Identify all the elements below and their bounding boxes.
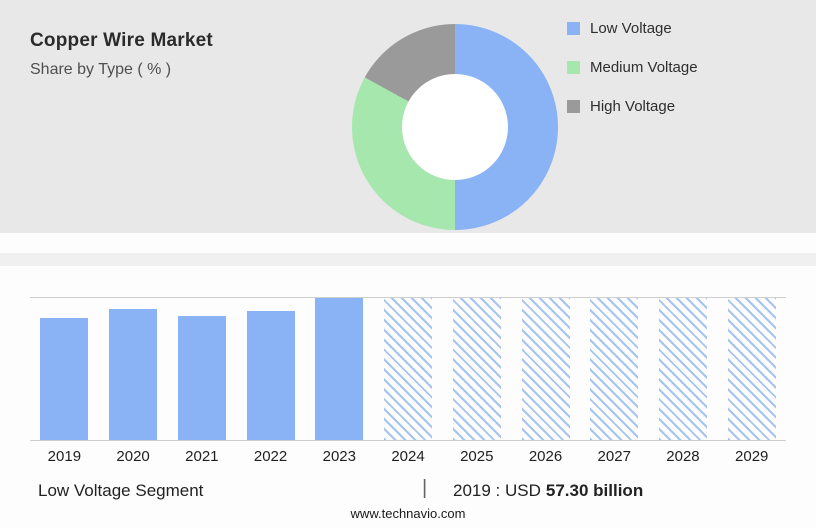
legend-item-low-voltage: Low Voltage: [567, 18, 698, 38]
legend-swatch-low-voltage-icon: [567, 21, 580, 35]
bar-slot-2026: [511, 298, 580, 440]
x-axis-label-2027: 2027: [597, 448, 631, 465]
forecast-bar-2025: [452, 298, 501, 440]
bar-slot-2020: [99, 298, 168, 440]
bar-slot-2024: [374, 298, 443, 440]
bar-plot: [30, 297, 786, 441]
legend-swatch-medium-voltage-icon: [567, 60, 580, 74]
bar-slot-2022: [236, 298, 305, 440]
donut-chart: [352, 24, 558, 230]
bar-slot-2029: [717, 298, 786, 440]
legend-label: Medium Voltage: [590, 58, 698, 76]
forecast-bar-2026: [521, 298, 570, 440]
bar-2020: [109, 309, 158, 440]
x-axis-label-2029: 2029: [735, 448, 769, 465]
forecast-bar-2027: [590, 298, 639, 440]
x-axis-label-2022: 2022: [253, 448, 288, 465]
forecast-bar-2028: [658, 298, 707, 440]
segment-label: Low Voltage Segment: [38, 481, 204, 500]
x-axis-label-2023: 2023: [322, 448, 356, 465]
legend-swatch-high-voltage-icon: [567, 99, 580, 113]
x-axis-label-2019: 2019: [47, 448, 82, 465]
legend-label: High Voltage: [590, 97, 676, 115]
x-axis-label-2020: 2020: [116, 448, 150, 465]
bar-slot-2021: [167, 298, 236, 440]
annotation-prefix: 2019 : USD: [453, 481, 541, 500]
bar-2019: [40, 317, 89, 440]
bar-slot-2025: [442, 298, 511, 440]
bar-2023: [315, 298, 364, 440]
legend: Low Voltage Medium Voltage High Voltage: [567, 18, 698, 135]
bar-2022: [246, 310, 295, 440]
bar-2021: [177, 316, 226, 440]
page-subtitle: Share by Type ( % ): [30, 61, 172, 78]
divider-band: [0, 253, 816, 266]
bar-slot-2023: [305, 298, 374, 440]
annotation-value: 57.30 billion: [545, 481, 644, 500]
x-axis-label-2026: 2026: [528, 448, 563, 465]
forecast-bar-2024: [384, 298, 433, 440]
legend-item-medium-voltage: Medium Voltage: [567, 57, 698, 77]
value-annotation: 2019 : USD 57.30 billion: [453, 481, 643, 501]
x-axis-label-2021: 2021: [185, 448, 219, 465]
top-panel: Copper Wire Market Share by Type ( % ) L…: [0, 0, 816, 233]
website-url: www.technavio.com: [350, 506, 466, 521]
bar-slot-2028: [649, 298, 718, 440]
x-axis-label-2028: 2028: [666, 448, 700, 465]
x-axis-labels: 2019 2020 2021 2022 2023 2024 2025 2026 2027 2028…: [30, 448, 786, 465]
donut-hole: [402, 74, 508, 180]
x-axis-label-2024: 2024: [391, 448, 425, 465]
header: Copper Wire Market Share by Type ( % ): [30, 30, 213, 79]
caption-separator: |: [422, 477, 428, 499]
bar-slot-2027: [580, 298, 649, 440]
forecast-bar-2029: [727, 298, 776, 440]
legend-label: Low Voltage: [590, 19, 672, 37]
legend-item-high-voltage: High Voltage: [567, 96, 698, 116]
bar-slot-2019: [30, 298, 99, 440]
x-axis-label-2025: 2025: [460, 448, 494, 465]
page-title: Copper Wire Market: [30, 30, 213, 51]
